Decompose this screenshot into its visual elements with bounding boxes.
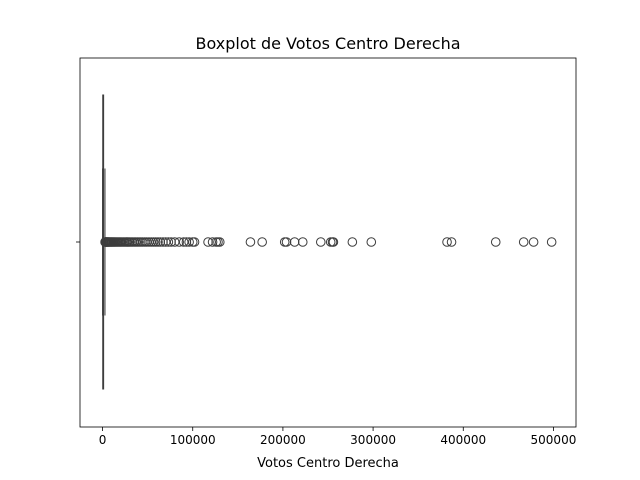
outlier-point — [281, 237, 292, 247]
box-group — [102, 94, 106, 390]
x-axis-label: Votos Centro Derecha — [257, 456, 399, 471]
x-tick-label: 0 — [99, 433, 107, 447]
outlier-point — [446, 237, 457, 247]
outlier-point — [347, 237, 358, 247]
x-axis-ticks: 0 100000 200000 300000 400000 500000 — [99, 427, 577, 447]
outlier-point — [207, 237, 218, 247]
x-tick-label: 500000 — [531, 433, 577, 447]
outliers-group — [100, 237, 557, 247]
chart-title: Boxplot de Votos Centro Derecha — [195, 34, 460, 53]
outlier-point — [184, 237, 194, 247]
plot-frame — [79, 57, 577, 428]
outlier-point — [214, 237, 225, 247]
outlier-point — [213, 237, 223, 247]
outlier-point — [245, 237, 256, 247]
outlier-point — [328, 237, 339, 247]
outlier-point — [148, 237, 159, 247]
outlier-point — [546, 237, 557, 247]
x-tick-label: 300000 — [350, 433, 396, 447]
outlier-point — [150, 237, 161, 247]
outlier-point — [490, 237, 501, 247]
x-tick-label: 200000 — [260, 433, 306, 447]
outlier-point — [163, 237, 174, 247]
outlier-point — [518, 237, 529, 247]
x-tick-label: 400000 — [440, 433, 486, 447]
outlier-point — [528, 237, 539, 247]
outlier-point — [174, 237, 184, 247]
outlier-point — [442, 237, 452, 247]
outlier-point — [189, 237, 200, 247]
outlier-point — [297, 237, 308, 247]
outlier-point — [153, 237, 163, 247]
outlier-point — [257, 237, 267, 247]
outlier-point — [366, 237, 377, 247]
x-tick-label: 100000 — [170, 433, 216, 447]
outlier-point — [289, 237, 300, 247]
outlier-point — [315, 237, 326, 247]
outlier-point — [279, 237, 290, 247]
